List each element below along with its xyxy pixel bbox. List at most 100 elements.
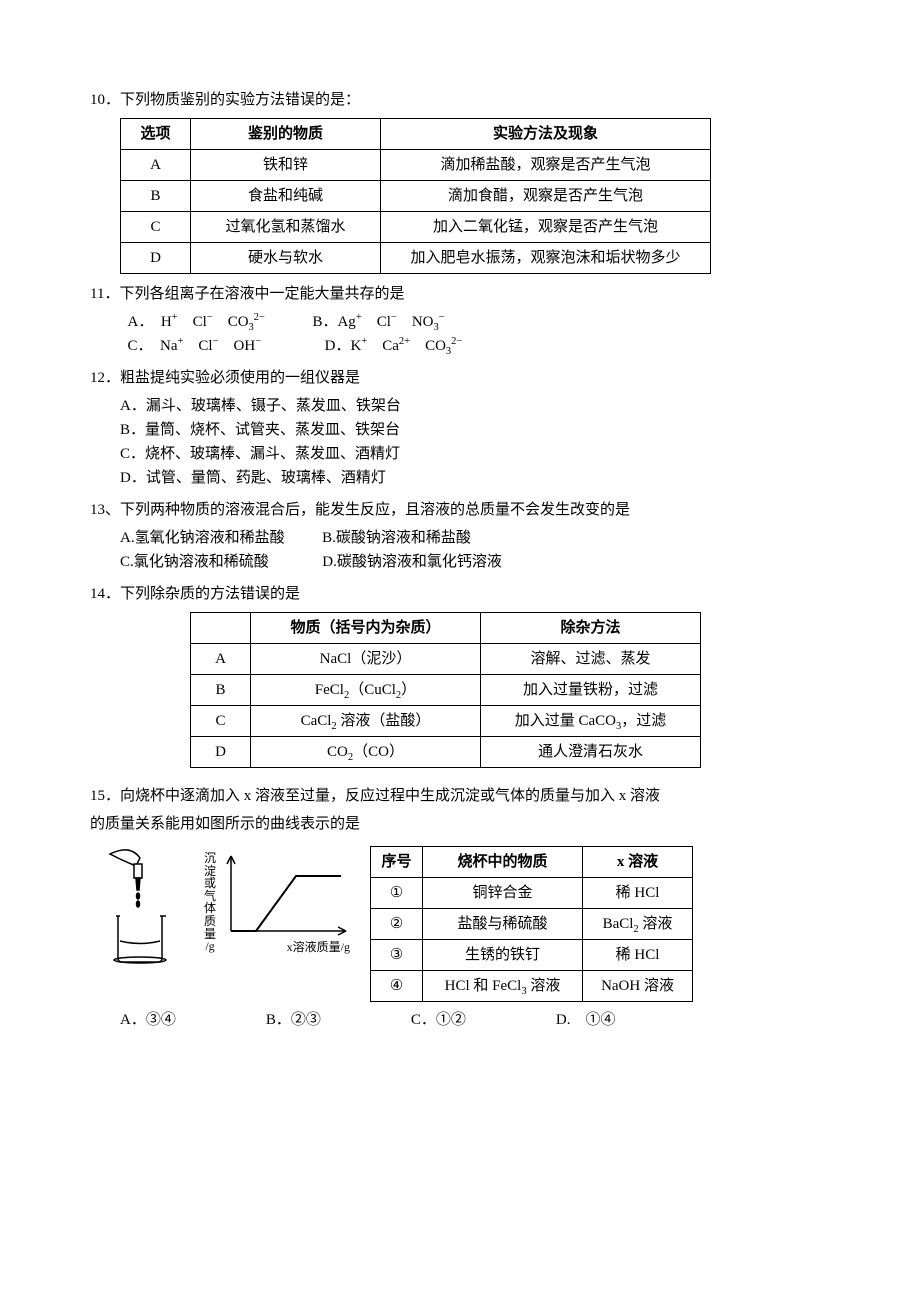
t: A． H — [128, 314, 172, 330]
t: CO — [410, 338, 446, 354]
td: ③ — [371, 940, 423, 971]
td: 滴加食醋，观察是否产生气泡 — [381, 181, 711, 212]
q13-stem: 13、下列两种物质的溶液混合后，能发生反应，且溶液的总质量不会发生改变的是 — [90, 498, 830, 522]
q15-options: A．③④ B．②③ C．①② D. ①④ — [120, 1008, 830, 1032]
q12-opt-d: D．试管、量筒、药匙、玻璃棒、酒精灯 — [120, 466, 830, 490]
td: 盐酸与稀硫酸 — [423, 909, 583, 940]
th — [191, 613, 251, 644]
opt-c: C． Na+ Cl− OH− — [128, 338, 262, 354]
td: 生锈的铁钉 — [423, 940, 583, 971]
td: FeCl2（CuCl2） — [251, 675, 481, 706]
th: 选项 — [121, 119, 191, 150]
th: 实验方法及现象 — [381, 119, 711, 150]
t: BaCl — [603, 916, 634, 932]
td: A — [121, 150, 191, 181]
q10-stem: 10．下列物质鉴别的实验方法错误的是： — [90, 88, 830, 112]
td: 食盐和纯碱 — [191, 181, 381, 212]
q12-opt-c: C．烧杯、玻璃棒、漏斗、蒸发皿、酒精灯 — [120, 442, 830, 466]
q10-table: 选项 鉴别的物质 实验方法及现象 A铁和锌滴加稀盐酸，观察是否产生气泡 B食盐和… — [120, 118, 711, 274]
q11-opts-row2: C． Na+ Cl− OH− D．K+ Ca2+ CO32− — [128, 334, 831, 358]
table-row: ③ 生锈的铁钉 稀 HCl — [371, 940, 693, 971]
graph-xlabel: x溶液质量/g — [216, 938, 356, 957]
q13-opt-b: B.碳酸钠溶液和稀盐酸 — [322, 530, 471, 546]
t: B．Ag — [312, 314, 355, 330]
q14-table: 物质（括号内为杂质） 除杂方法 A NaCl（泥沙） 溶解、过滤、蒸发 B Fe… — [190, 612, 701, 768]
td: 溶解、过滤、蒸发 — [481, 644, 701, 675]
opt-d: D．K+ Ca2+ CO32− — [325, 338, 463, 354]
td: ② — [371, 909, 423, 940]
table-row: B食盐和纯碱滴加食醋，观察是否产生气泡 — [121, 181, 711, 212]
td: 过氧化氢和蒸馏水 — [191, 212, 381, 243]
t: （CO） — [353, 744, 404, 760]
q13-opts-row1: A.氢氧化钠溶液和稀盐酸 B.碳酸钠溶液和稀盐酸 — [120, 526, 830, 550]
t: Ca — [367, 338, 399, 354]
td: ④ — [371, 971, 423, 1002]
table-row: D CO2（CO） 通人澄清石灰水 — [191, 737, 701, 768]
q15-stem-l2: 的质量关系能用如图所示的曲线表示的是 — [90, 812, 830, 836]
td: NaOH 溶液 — [583, 971, 693, 1002]
t: NO — [397, 314, 434, 330]
graph-ylabel: 沉 淀 或 气 体 质 量 /g — [204, 852, 216, 953]
td: CaCl2 溶液（盐酸） — [251, 706, 481, 737]
sup: 2− — [451, 336, 462, 347]
t: CO — [327, 744, 348, 760]
t: /g — [204, 940, 216, 953]
th: 序号 — [371, 847, 423, 878]
curve-graph: 沉 淀 或 气 体 质 量 /g x溶液质量/g — [204, 846, 356, 957]
th: 烧杯中的物质 — [423, 847, 583, 878]
td: 滴加稀盐酸，观察是否产生气泡 — [381, 150, 711, 181]
table-row: ② 盐酸与稀硫酸 BaCl2 溶液 — [371, 909, 693, 940]
td: B — [191, 675, 251, 706]
td: 铁和锌 — [191, 150, 381, 181]
t: OH — [219, 338, 256, 354]
td: C — [191, 706, 251, 737]
sub: 3 — [446, 346, 451, 357]
t: 溶液 — [639, 916, 673, 932]
sup: 2+ — [399, 336, 410, 347]
table-row: 序号 烧杯中的物质 x 溶液 — [371, 847, 693, 878]
q15-stem-l1: 15．向烧杯中逐滴加入 x 溶液至过量，反应过程中生成沉淀或气体的质量与加入 x… — [90, 784, 830, 808]
q11-opts-row1: A． H+ Cl− CO32− B．Ag+ Cl− NO3− — [128, 310, 831, 334]
t: CO — [213, 314, 249, 330]
t: FeCl — [315, 682, 344, 698]
table-row: C CaCl2 溶液（盐酸） 加入过量 CaCO3，过滤 — [191, 706, 701, 737]
t: 溶液（盐酸） — [337, 713, 431, 729]
td: A — [191, 644, 251, 675]
sup: 2− — [254, 312, 265, 323]
t: Cl — [178, 314, 207, 330]
q15-table: 序号 烧杯中的物质 x 溶液 ① 铜锌合金 稀 HCl ② 盐酸与稀硫酸 BaC… — [370, 846, 693, 1002]
td: NaCl（泥沙） — [251, 644, 481, 675]
sub: 3 — [249, 322, 254, 333]
table-row: 物质（括号内为杂质） 除杂方法 — [191, 613, 701, 644]
table-row: A NaCl（泥沙） 溶解、过滤、蒸发 — [191, 644, 701, 675]
sup: − — [255, 336, 261, 347]
sup: − — [439, 312, 445, 323]
td: CO2（CO） — [251, 737, 481, 768]
td: 加入过量铁粉，过滤 — [481, 675, 701, 706]
td: HCl 和 FeCl3 溶液 — [423, 971, 583, 1002]
t: HCl 和 FeCl — [445, 978, 522, 994]
td: 稀 HCl — [583, 878, 693, 909]
beaker-dropper-icon — [100, 846, 190, 966]
td: 加入过量 CaCO3，过滤 — [481, 706, 701, 737]
t: 加入过量 CaCO — [515, 713, 616, 729]
td: C — [121, 212, 191, 243]
t: Cl — [362, 314, 391, 330]
q12-stem: 12．粗盐提纯实验必须使用的一组仪器是 — [90, 366, 830, 390]
td: B — [121, 181, 191, 212]
opt-a: A． H+ Cl− CO32− — [128, 314, 265, 330]
td: 加入肥皂水振荡，观察泡沫和垢状物多少 — [381, 243, 711, 274]
td: 铜锌合金 — [423, 878, 583, 909]
t: C． Na — [128, 338, 178, 354]
q15-opt-c: C．①② — [411, 1008, 466, 1032]
th: 鉴别的物质 — [191, 119, 381, 150]
opt-b: B．Ag+ Cl− NO3− — [312, 314, 444, 330]
q15-opt-b: B．②③ — [266, 1008, 321, 1032]
td: D — [121, 243, 191, 274]
table-row: 选项 鉴别的物质 实验方法及现象 — [121, 119, 711, 150]
q13-opt-a: A.氢氧化钠溶液和稀盐酸 — [120, 530, 285, 546]
table-row: A铁和锌滴加稀盐酸，观察是否产生气泡 — [121, 150, 711, 181]
q13-opt-d: D.碳酸钠溶液和氯化钙溶液 — [322, 554, 502, 570]
td: BaCl2 溶液 — [583, 909, 693, 940]
q11-stem: 11．下列各组离子在溶液中一定能大量共存的是 — [90, 282, 830, 306]
